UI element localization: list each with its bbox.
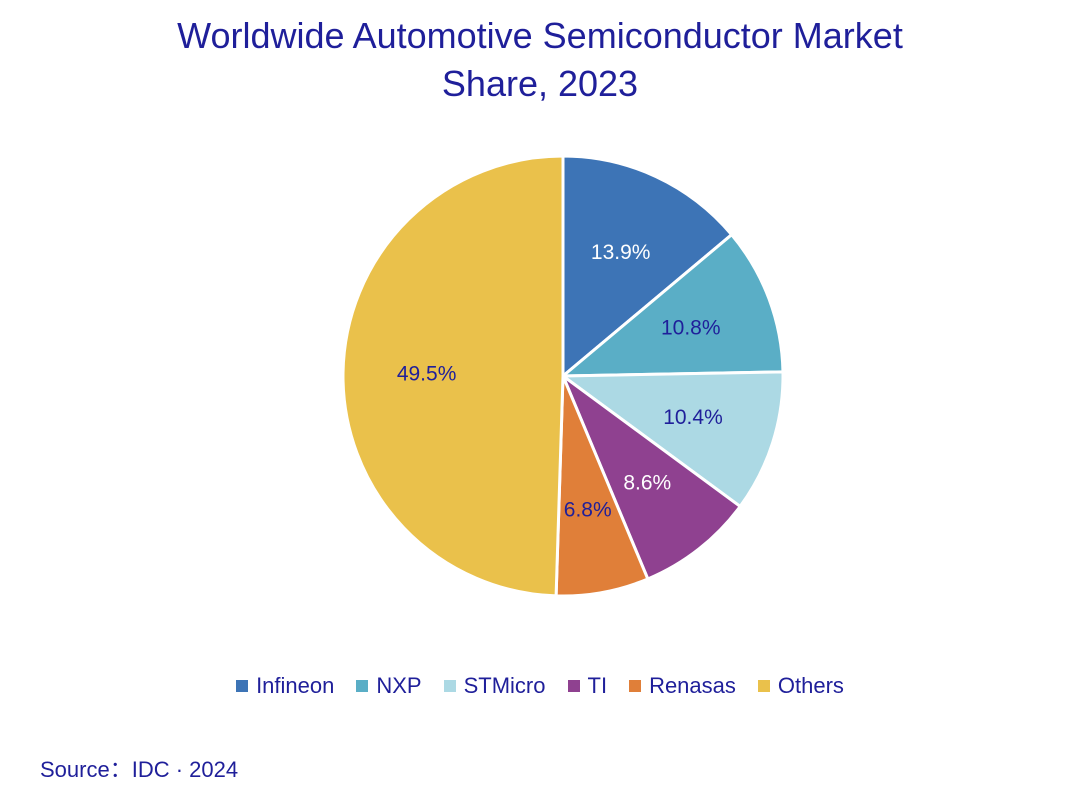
chart-title-line-2: Share, 2023 xyxy=(441,63,639,104)
legend-item-renasas: Renasas xyxy=(629,673,736,699)
legend-item-others: Others xyxy=(757,673,844,699)
legend-swatch-infineon xyxy=(236,680,249,692)
legend-item-ti: TI xyxy=(567,673,608,699)
legend-swatch-ti xyxy=(567,680,580,692)
legend-item-nxp: NXP xyxy=(356,673,422,699)
chart-title: Worldwide Automotive Semiconductor Marke… xyxy=(0,12,1080,108)
pie-slice-nxp xyxy=(561,233,785,378)
legend-label-renasas: Renasas xyxy=(649,673,736,698)
legend-label-others: Others xyxy=(777,673,844,698)
pie-slice-others xyxy=(341,154,565,598)
legend-item-stmicro: STMicro xyxy=(443,673,546,699)
legend-item-infineon: Infineon xyxy=(236,673,334,699)
data-label-infineon: 13.9% xyxy=(591,241,651,264)
legend-label-ti: TI xyxy=(587,673,608,698)
data-label-stmicro: 10.4% xyxy=(663,406,723,429)
legend-swatch-others xyxy=(757,680,770,692)
legend-swatch-stmicro xyxy=(443,680,456,692)
data-label-nxp: 10.8% xyxy=(661,317,721,340)
legend-label-stmicro: STMicro xyxy=(463,673,546,698)
chart-title-line-1: Worldwide Automotive Semiconductor Marke… xyxy=(177,15,903,56)
data-label-others: 49.5% xyxy=(397,362,457,385)
legend-swatch-nxp xyxy=(356,680,369,692)
data-label-renasas: 6.8% xyxy=(564,499,612,522)
source-note: Source：IDC · 2024 xyxy=(40,757,239,782)
legend-swatch-renasas xyxy=(629,680,642,692)
chart-legend: Infineon NXP STMicro TI Renasas Others xyxy=(0,673,1080,699)
data-label-ti: 8.6% xyxy=(623,472,671,495)
legend-label-nxp: NXP xyxy=(376,673,422,698)
pie-slice-stmicro xyxy=(561,370,785,508)
pie-slice-infineon xyxy=(561,154,734,378)
pie-slice-ti xyxy=(561,374,742,581)
legend-label-infineon: Infineon xyxy=(256,673,335,698)
